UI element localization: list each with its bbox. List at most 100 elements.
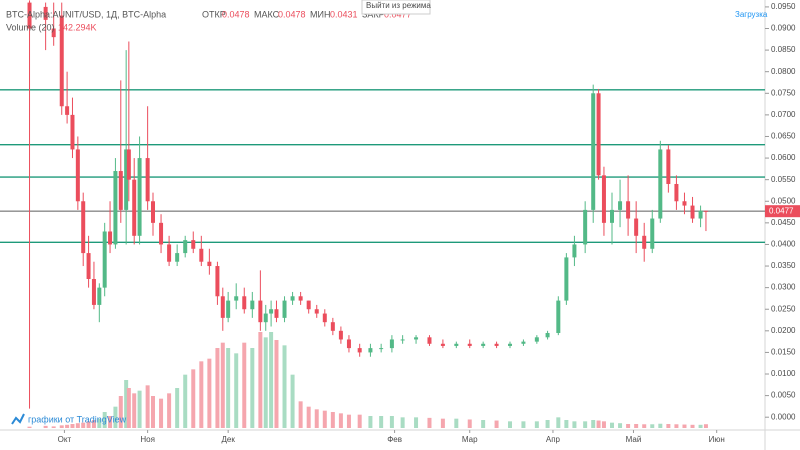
volume-bar [658, 423, 663, 428]
candle-body [126, 149, 131, 180]
volume-bar [113, 406, 118, 428]
volume-bar [626, 424, 631, 428]
volume-bar [494, 420, 499, 428]
volume-bar [274, 340, 279, 428]
volume-bar [132, 393, 137, 428]
y-tick-label: 0.0550 [771, 175, 796, 184]
candle-body [175, 253, 180, 262]
candle-body [379, 348, 384, 350]
candle-body [682, 201, 687, 206]
volume-bar [145, 385, 150, 428]
volume-bar [596, 420, 601, 428]
volume-bar [290, 374, 295, 428]
y-tick-label: 0.0850 [771, 45, 796, 54]
candle-body [556, 300, 561, 333]
volume-bar [75, 423, 80, 428]
candle-body [81, 201, 86, 254]
candle-body [521, 341, 526, 344]
candle-body [282, 300, 287, 318]
candle-body [481, 343, 486, 346]
tv-logo [11, 413, 25, 425]
candle-body [494, 343, 499, 346]
candle-body [368, 348, 373, 353]
y-tick-label: 0.0700 [771, 110, 796, 119]
volume-bar [298, 401, 303, 428]
y-tick-label: 0.0150 [771, 348, 796, 357]
candle-body [357, 348, 362, 353]
y-tick-label: 0.0350 [771, 261, 796, 270]
volume-label: Volume (20) [6, 22, 55, 32]
watermark[interactable]: графики от TradingView [28, 414, 127, 424]
high-value: 0.0478 [278, 9, 306, 19]
y-tick-label: 0.0250 [771, 304, 796, 313]
candle-body [43, 6, 48, 20]
candle-body [642, 235, 647, 249]
volume-bar [234, 353, 239, 428]
volume-bar [703, 424, 708, 428]
y-tick-label: 0.0050 [771, 391, 796, 400]
candle-body [427, 337, 432, 344]
candle-body [242, 296, 247, 310]
volume-bar [634, 424, 639, 428]
candle-body [132, 179, 137, 236]
candle-body [634, 218, 639, 236]
volume-bar [427, 417, 432, 428]
y-tick-label: 0.0000 [771, 412, 796, 421]
candle-body [167, 244, 172, 262]
volume-bar [167, 393, 172, 428]
candle-body [86, 253, 91, 279]
volume-bar [666, 424, 671, 428]
y-tick-label: 0.0200 [771, 326, 796, 335]
volume-bar [220, 342, 225, 428]
candle-body [51, 28, 56, 38]
volume-bar [250, 348, 255, 428]
symbol: BTC-Alpha:AUNIT/USD, 1Д, BTC-Alpha [6, 9, 166, 19]
volume-bar [242, 342, 247, 428]
candle-body [583, 209, 588, 245]
candle-body [610, 209, 614, 223]
candle-body [666, 149, 671, 184]
volume-bar [137, 390, 142, 428]
volume-bar [481, 420, 486, 428]
volume-bar [124, 380, 129, 428]
candle-body [330, 322, 335, 331]
volume-bar [454, 418, 459, 428]
volume-bar [151, 396, 155, 428]
volume-bar [521, 421, 526, 428]
candle-body [690, 205, 695, 219]
candle-body [591, 93, 596, 210]
loading[interactable]: Загрузка [735, 10, 768, 19]
volume-bar [338, 413, 343, 428]
candle-body [534, 337, 539, 342]
candle-body [674, 183, 679, 202]
volume-bar [322, 410, 327, 428]
candle-body [191, 240, 196, 249]
tooltip-box [361, 0, 431, 15]
volume-bar [545, 420, 550, 428]
candle-body [400, 339, 405, 341]
candle-body [226, 300, 231, 318]
volume-bar [59, 425, 64, 428]
volume-bar [346, 414, 351, 428]
volume-bar [226, 348, 231, 428]
x-tick-label: Ноя [140, 435, 155, 444]
volume-bar [199, 361, 204, 428]
volume-bar [159, 398, 164, 428]
candle-body [414, 337, 419, 340]
volume-bar [379, 416, 384, 428]
volume-bar [282, 345, 287, 428]
volume-bar [51, 426, 56, 428]
candle-body [440, 343, 445, 346]
volume-bar [97, 418, 102, 428]
volume-bar [572, 421, 577, 428]
candle-body [346, 339, 351, 349]
y-tick-label: 0.0950 [771, 2, 796, 11]
candle-body [703, 210, 708, 212]
volume-bar [175, 388, 180, 428]
candle-body [658, 149, 663, 219]
volume-bar [70, 424, 75, 428]
candle-body [91, 278, 96, 305]
candle-body [137, 158, 142, 236]
volume-bar [306, 406, 311, 428]
